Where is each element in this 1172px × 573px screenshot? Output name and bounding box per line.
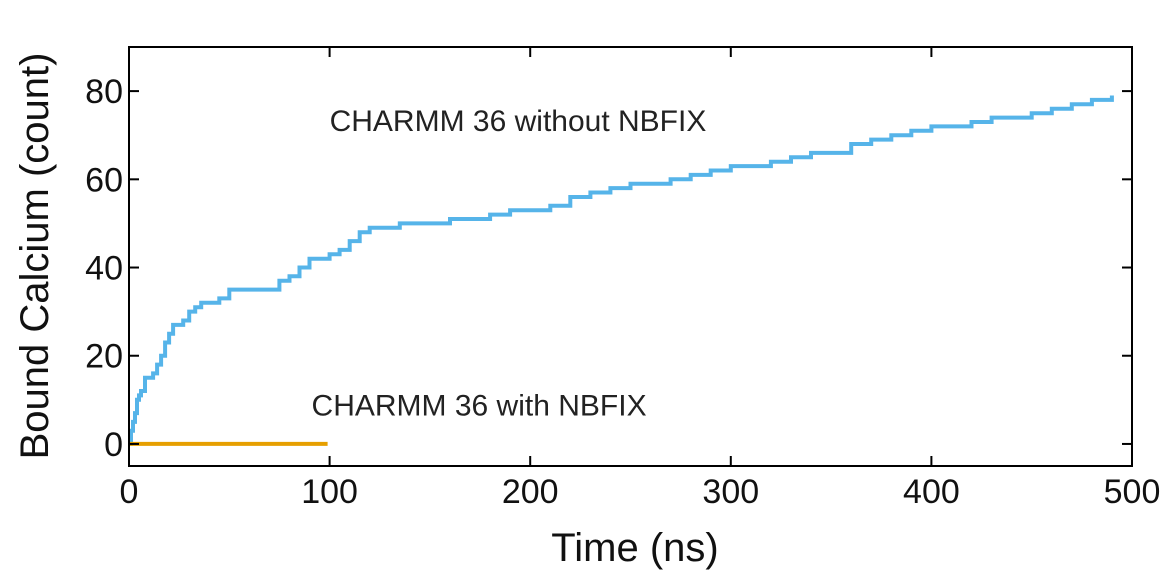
y-tick-label: 40 xyxy=(85,250,123,288)
plot-area-frame xyxy=(128,46,1133,467)
tick-layer: 0 100 200 300 400 500 0 20 40 60 80 xyxy=(85,47,1160,511)
x-tick-label: 200 xyxy=(502,473,559,511)
y-tick-label: 0 xyxy=(104,426,123,464)
x-tick-label: 0 xyxy=(120,473,139,511)
x-axis-title: Time (ns) xyxy=(551,526,718,570)
y-tick-label: 80 xyxy=(85,73,123,111)
x-tick-label: 500 xyxy=(1104,473,1161,511)
x-tick-label: 300 xyxy=(702,473,759,511)
x-tick-label: 400 xyxy=(903,473,960,511)
annotation-layer: CHARMM 36 without NBFIX CHARMM 36 with N… xyxy=(312,105,707,422)
y-tick-label: 60 xyxy=(85,161,123,199)
series-label-without-nbfix: CHARMM 36 without NBFIX xyxy=(330,105,707,138)
series-label-with-nbfix: CHARMM 36 with NBFIX xyxy=(312,389,647,422)
series-line-without-nbfix xyxy=(129,95,1114,446)
y-axis-title: Bound Calcium (count) xyxy=(13,53,57,460)
x-tick-label: 100 xyxy=(301,473,358,511)
y-tick-label: 20 xyxy=(85,338,123,376)
series-layer xyxy=(129,95,1114,446)
